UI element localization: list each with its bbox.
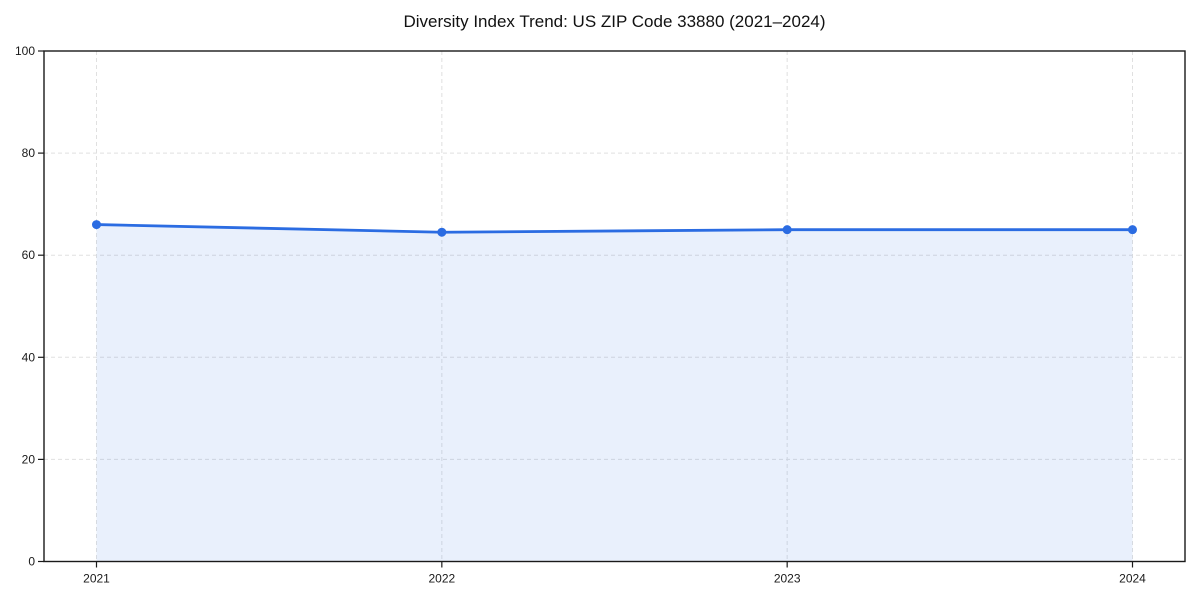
- y-tick-label: 20: [22, 452, 36, 466]
- y-tick-label: 100: [15, 44, 35, 58]
- x-tick-label: 2023: [774, 572, 801, 586]
- data-point-2021[interactable]: [92, 220, 101, 230]
- area-fill: [96, 224, 1133, 562]
- data-point-2022[interactable]: [437, 227, 447, 237]
- y-tick-label: 40: [22, 350, 36, 364]
- data-point-2023[interactable]: [782, 225, 792, 235]
- trend-line: [95, 223, 1134, 234]
- x-tick-label: 2024: [1119, 572, 1146, 586]
- y-tick-label: 80: [22, 146, 36, 160]
- data-point-2024[interactable]: [1128, 225, 1137, 235]
- x-tick-label: 2021: [83, 572, 110, 586]
- chart-title: Diversity Index Trend: US ZIP Code 33880…: [403, 12, 826, 31]
- x-tick-label: 2022: [428, 572, 455, 586]
- plot-frame: [43, 50, 1186, 563]
- y-tick-label: 60: [22, 248, 36, 262]
- y-tick-label: 0: [28, 555, 35, 569]
